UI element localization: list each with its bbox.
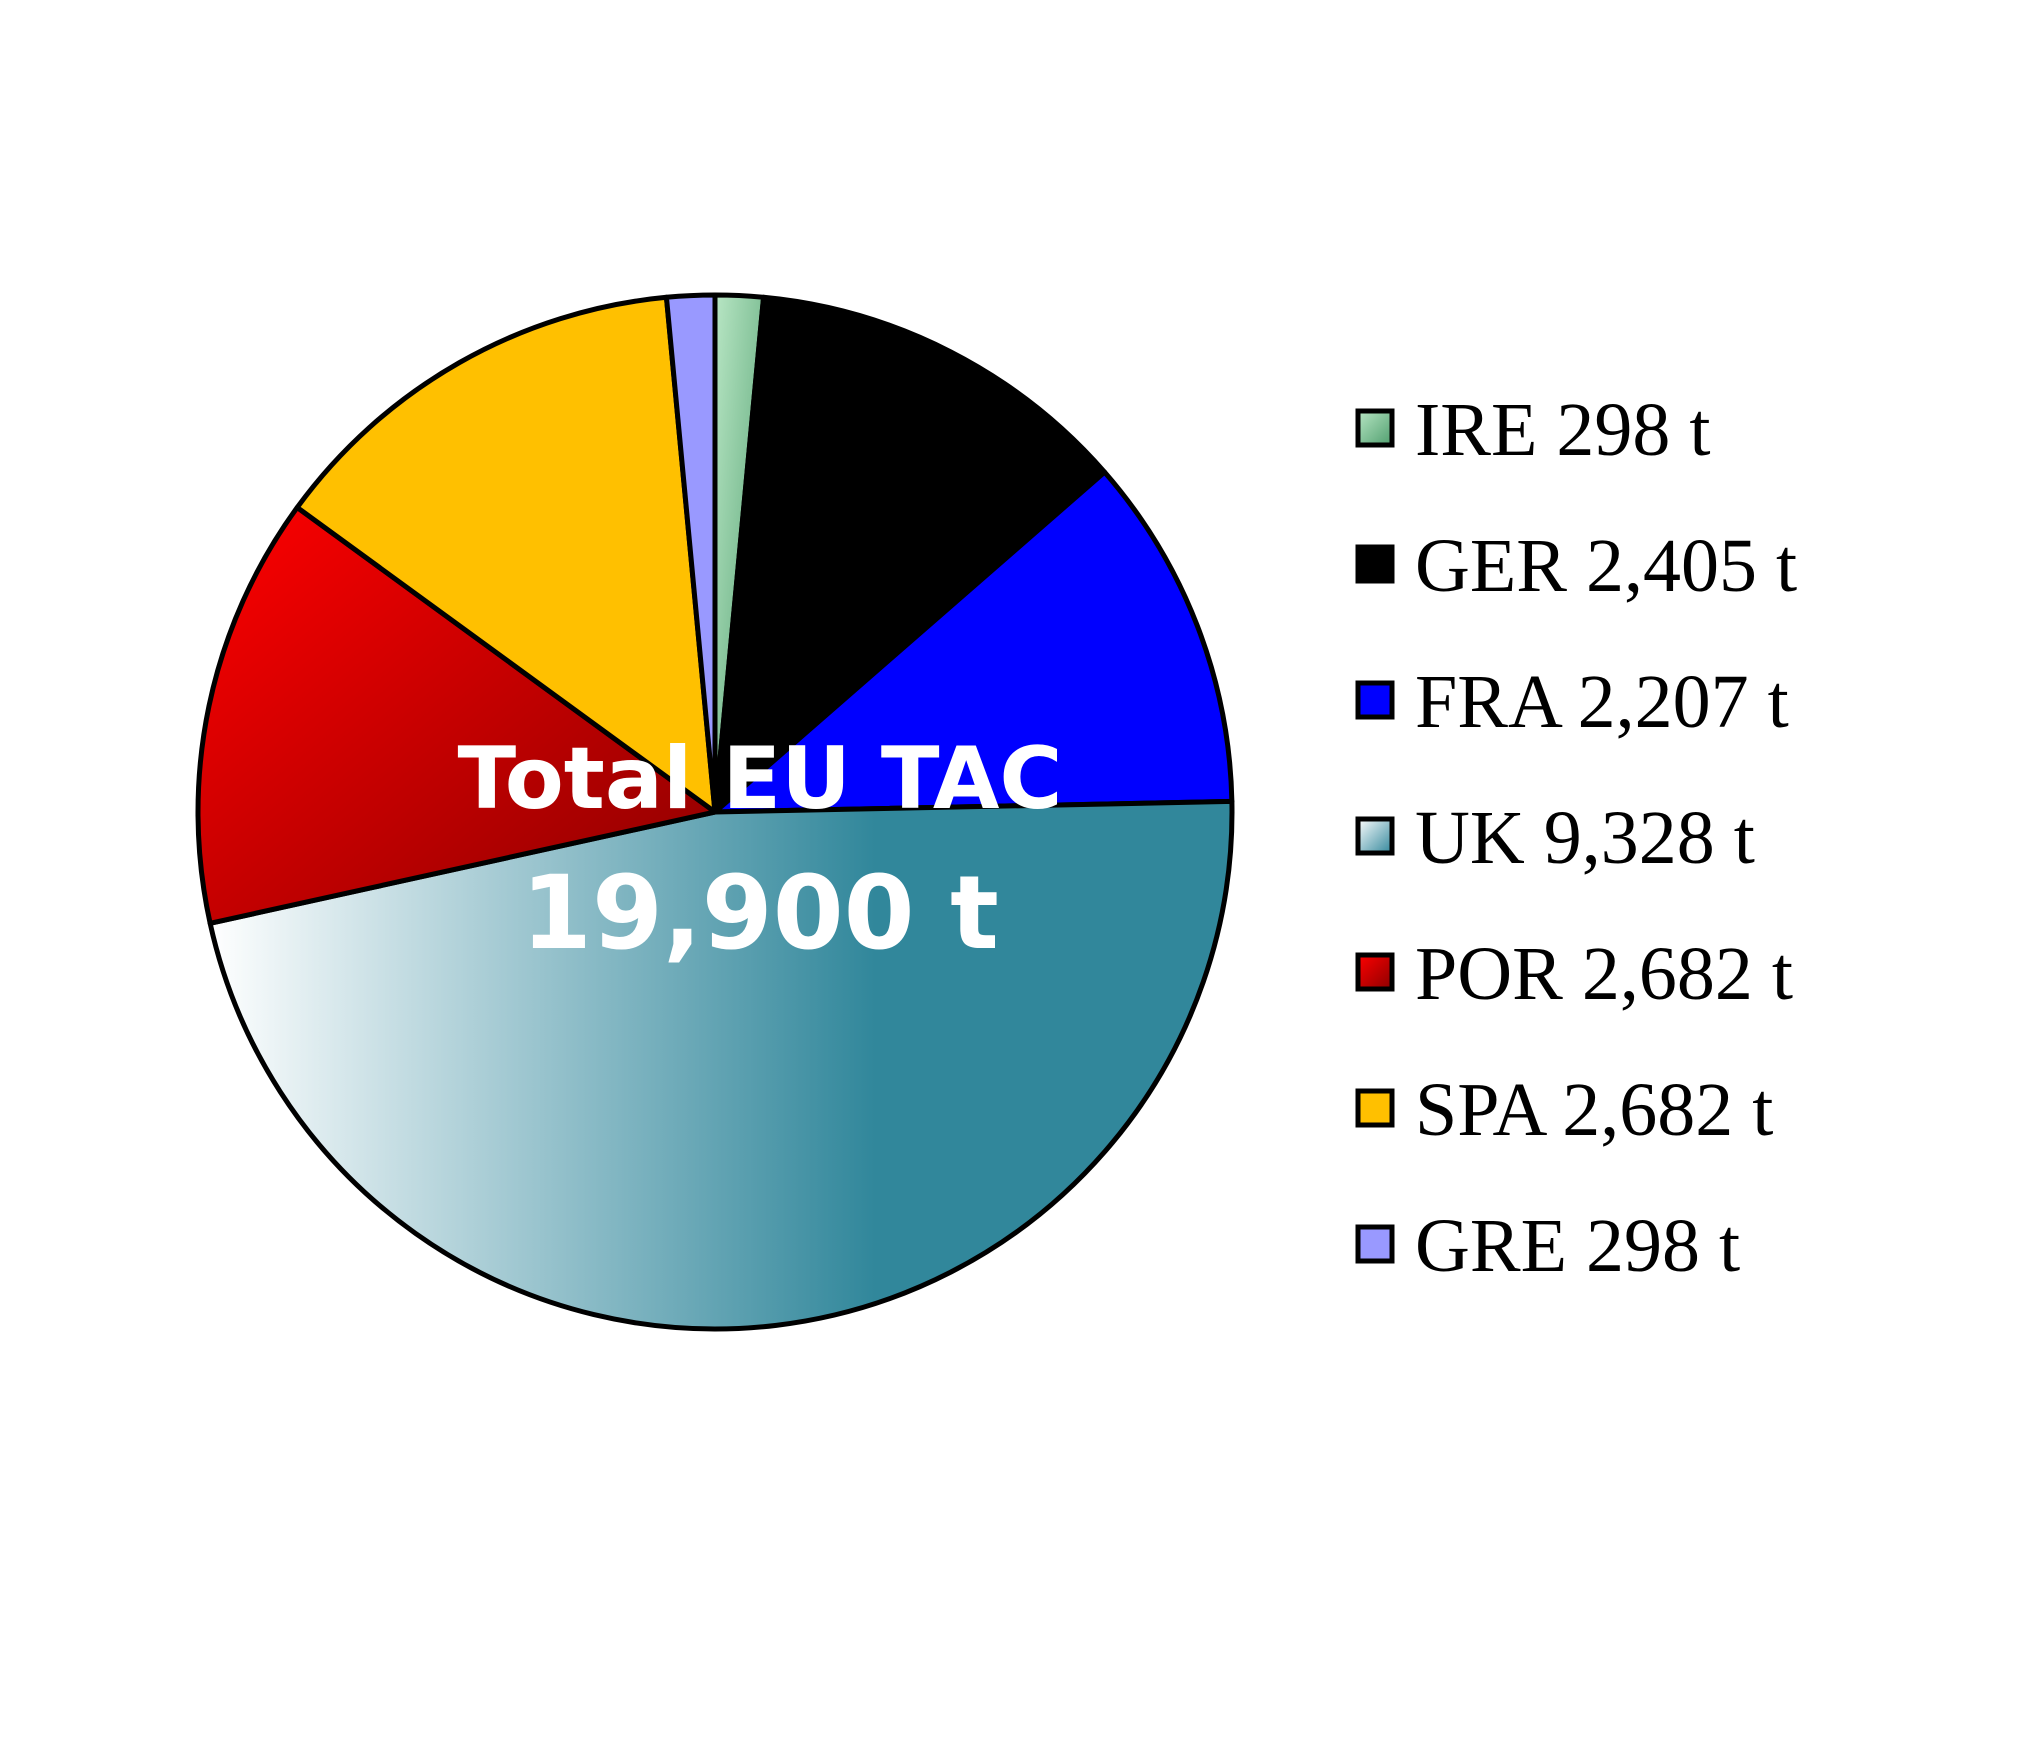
legend-label-gre: GRE 298 t <box>1415 1204 1740 1288</box>
legend-label-ger: GER 2,405 t <box>1415 524 1797 608</box>
legend-label-spa: SPA 2,682 t <box>1415 1068 1773 1152</box>
pie-slice-uk <box>207 798 1235 1332</box>
legend-label-fra: FRA 2,207 t <box>1415 660 1789 744</box>
pie-slice-ger <box>712 294 1108 815</box>
pie-slices <box>195 292 1235 1332</box>
legend-swatch-spa <box>1355 1088 1395 1128</box>
legend-swatch-fra <box>1355 680 1395 720</box>
center-total: 19,900 t <box>521 854 999 973</box>
legend-swatch-gre <box>1355 1224 1395 1264</box>
legend-label-uk: UK 9,328 t <box>1415 796 1755 880</box>
legend-swatch-ire <box>1355 408 1395 448</box>
legend-label-ire: IRE 298 t <box>1415 388 1711 472</box>
legend-swatch-ger <box>1355 544 1395 584</box>
legend-label-por: POR 2,682 t <box>1415 932 1793 1016</box>
pie-slice-gre <box>663 292 718 815</box>
legend-swatch-uk <box>1355 816 1395 856</box>
pie-slice-spa <box>294 294 718 815</box>
pie-slice-fra <box>712 469 1235 815</box>
pie-slice-por <box>195 504 718 926</box>
legend-swatch-por <box>1355 952 1395 992</box>
legend: IRE 298 t GER 2,405 t FRA 2,207 t UK 9,328 … <box>1355 388 1797 1288</box>
center-title: Total EU TAC <box>457 729 1062 829</box>
